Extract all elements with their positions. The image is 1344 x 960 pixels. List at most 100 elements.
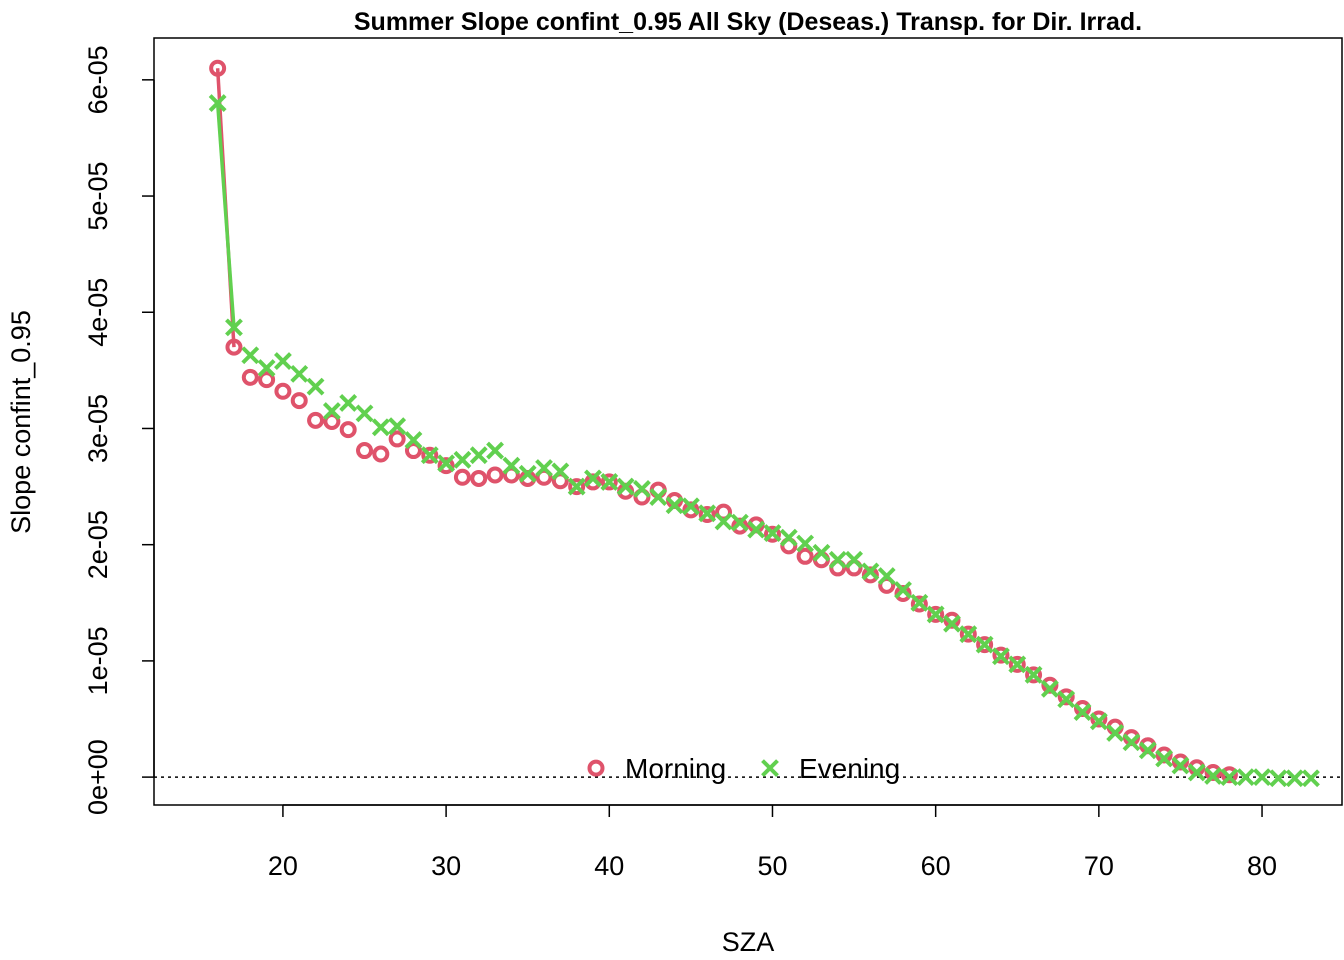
morning-point	[225, 338, 243, 356]
evening-point	[306, 377, 325, 396]
morning-point	[421, 446, 439, 464]
evening-point	[1253, 768, 1271, 787]
evening-point	[1138, 741, 1157, 760]
evening-point	[274, 352, 292, 370]
morning-point	[388, 430, 406, 448]
morning-point	[1025, 666, 1043, 684]
evening-point	[1057, 690, 1076, 709]
legend-evening-marker	[761, 759, 779, 778]
morning-point	[976, 636, 994, 654]
evening-point	[1269, 769, 1288, 788]
evening-point	[1024, 665, 1043, 684]
legend-morning-marker	[587, 759, 605, 777]
evening-point	[584, 469, 602, 488]
evening-point	[714, 512, 733, 531]
evening-point	[257, 359, 276, 377]
morning-point	[763, 525, 781, 543]
evening-point	[877, 567, 896, 585]
morning-series	[209, 59, 1238, 784]
x-tick-label: 70	[1084, 851, 1114, 881]
y-tick-label: 5e-05	[83, 162, 113, 231]
morning-point	[600, 473, 618, 491]
morning-point	[437, 457, 455, 475]
evening-point	[1073, 703, 1092, 721]
evening-point	[551, 462, 570, 481]
morning-point	[453, 468, 471, 486]
y-tick-label: 4e-05	[83, 278, 113, 347]
morning-point	[927, 605, 945, 623]
morning-point	[209, 59, 227, 77]
evening-point	[388, 417, 407, 436]
evening-point	[845, 550, 863, 569]
evening-point	[1171, 756, 1190, 775]
morning-point	[274, 382, 292, 400]
evening-point	[763, 524, 782, 542]
evening-series	[208, 94, 1320, 788]
legend: Morning Evening	[587, 753, 900, 784]
morning-point	[992, 646, 1010, 664]
evening-point	[502, 456, 521, 475]
evening-point	[975, 635, 994, 654]
evening-point	[779, 528, 798, 547]
evening-point	[600, 473, 619, 491]
evening-point	[1089, 712, 1108, 731]
evening-point	[861, 562, 880, 581]
evening-point	[926, 605, 945, 624]
morning-point	[1155, 746, 1173, 764]
evening-point	[1204, 767, 1222, 785]
morning-point	[372, 445, 390, 463]
morning-point	[241, 368, 259, 386]
evening-point	[943, 614, 961, 633]
morning-point	[1041, 676, 1059, 694]
morning-point	[1220, 766, 1238, 784]
evening-point	[649, 488, 668, 506]
evening-point	[616, 477, 635, 496]
evening-point	[1106, 724, 1125, 742]
morning-point	[1090, 710, 1108, 728]
evening-point	[437, 454, 456, 473]
evening-point	[959, 625, 978, 644]
x-tick-label: 50	[757, 851, 787, 881]
morning-point	[1008, 655, 1026, 673]
evening-point	[665, 496, 684, 515]
morning-point	[568, 478, 586, 496]
evening-point	[812, 543, 831, 562]
evening-point	[698, 504, 717, 523]
morning-point	[339, 421, 357, 439]
morning-point	[682, 501, 700, 519]
morning-point	[307, 411, 325, 429]
morning-point	[1074, 700, 1092, 718]
morning-point	[404, 442, 422, 460]
x-axis-label: SZA	[722, 927, 775, 957]
y-axis: 0e+00 1e-05 2e-05 3e-05 4e-05 5e-05 6e-05	[83, 45, 155, 815]
evening-point	[241, 346, 260, 365]
chart-title: Summer Slope confint_0.95 All Sky (Desea…	[354, 8, 1142, 36]
y-tick-label: 0e+00	[83, 739, 113, 815]
evening-point	[730, 513, 749, 532]
evening-point	[633, 479, 651, 498]
evening-point	[796, 534, 815, 553]
morning-point	[470, 469, 488, 487]
evening-point	[339, 393, 358, 412]
evening-point	[910, 593, 929, 612]
morning-point	[323, 413, 341, 430]
y-tick-label: 6e-05	[83, 45, 113, 114]
morning-point	[356, 442, 374, 460]
morning-point	[910, 595, 928, 613]
morning-point	[861, 566, 879, 584]
evening-point	[371, 418, 390, 437]
morning-point	[1057, 688, 1075, 706]
plot-frame	[153, 37, 1343, 806]
morning-point	[584, 473, 602, 491]
evening-point	[225, 318, 243, 337]
series-layer	[208, 59, 1320, 788]
morning-point	[1171, 753, 1189, 771]
evening-point	[747, 520, 766, 539]
x-tick-label: 20	[268, 851, 298, 881]
evening-point	[322, 402, 341, 420]
y-tick-label: 2e-05	[83, 510, 113, 579]
morning-point	[959, 625, 977, 643]
evening-point	[1008, 655, 1027, 674]
x-tick-label: 60	[921, 851, 951, 881]
